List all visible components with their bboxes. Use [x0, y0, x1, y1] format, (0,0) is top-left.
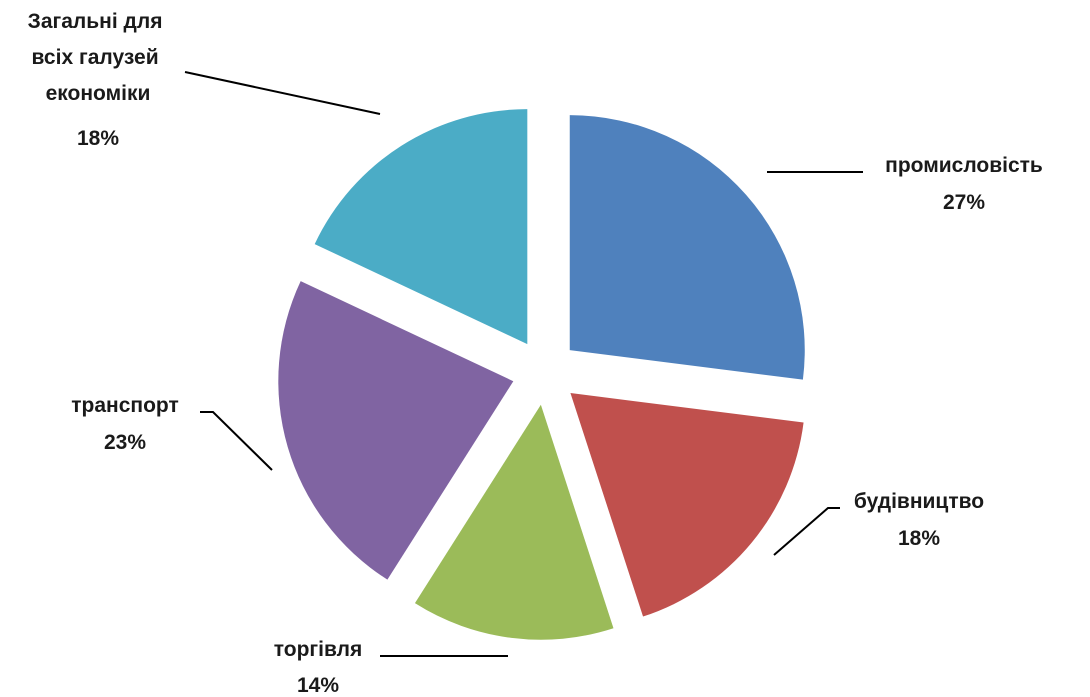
leader-lines	[184, 71, 863, 657]
pie-slice-general	[314, 109, 528, 345]
slice-value-transport: 23%	[104, 431, 146, 454]
slice-label-general: Загальні для всіх галузей економіки	[28, 10, 169, 105]
slice-value-trade: 14%	[297, 674, 339, 697]
leader-line-general	[184, 71, 381, 115]
slice-value-construction: 18%	[898, 527, 940, 550]
pie-slice-construction	[570, 393, 804, 617]
slice-label-general-line-3: економіки	[46, 82, 151, 105]
slice-label-trade: торгівля	[274, 638, 362, 661]
leader-line-transport	[200, 411, 273, 471]
slice-value-industry: 27%	[943, 191, 985, 214]
pie-slices	[278, 109, 805, 640]
slice-label-construction: будівництво	[854, 490, 984, 513]
pie-slice-industry	[569, 115, 805, 380]
slice-value-general: 18%	[77, 127, 119, 150]
slice-label-transport: транспорт	[71, 394, 179, 417]
pie-slice-trade	[414, 404, 614, 640]
slice-label-industry: промисловість	[885, 154, 1043, 177]
slice-label-general-line-1: Загальні для	[28, 10, 163, 33]
slice-label-general-line-2: всіх галузей	[32, 46, 159, 69]
leader-line-construction	[773, 507, 840, 556]
pie-slice-transport	[278, 281, 514, 580]
